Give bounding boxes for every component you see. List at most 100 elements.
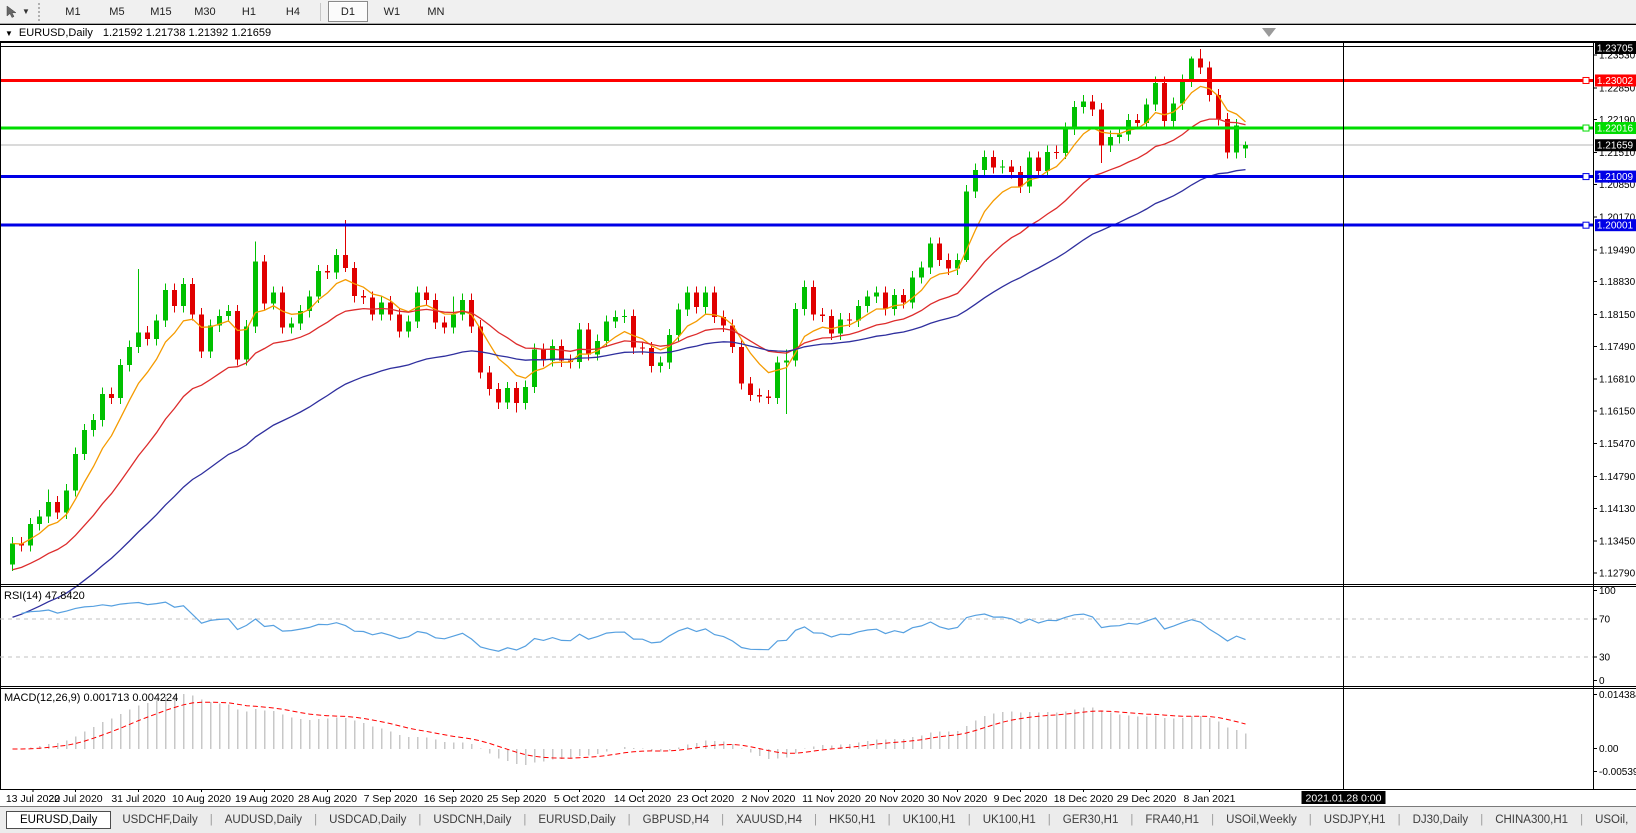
svg-text:25 Sep 2020: 25 Sep 2020	[487, 793, 547, 805]
chart-tab-audusd-daily[interactable]: AUDUSD,Daily	[224, 814, 303, 826]
chart-tab-xauusd-h4[interactable]: XAUUSD,H4	[736, 814, 802, 826]
crosshair-date-badge: 2021.01.28 0:00	[1306, 793, 1382, 805]
chart-tab-bar: EURUSD,Daily USDCHF,Daily | AUDUSD,Daily | US…	[0, 806, 1636, 833]
svg-text:7 Sep 2020: 7 Sep 2020	[364, 793, 418, 805]
ma-mid-line[interactable]	[12, 118, 1246, 571]
timeframe-button-h4[interactable]: H4	[285, 5, 300, 18]
svg-text:1.12790: 1.12790	[1599, 568, 1636, 579]
crosshair-cursor-icon	[6, 4, 17, 18]
tab-separator: |	[967, 814, 971, 826]
svg-text:2 Nov 2020: 2 Nov 2020	[742, 793, 796, 805]
cursor-tool-button[interactable]: ▼	[2, 2, 33, 22]
timeframe-button-m5[interactable]: M5	[109, 5, 125, 18]
chart-tab-usoil-[interactable]: USOil,	[1595, 814, 1629, 826]
svg-text:1.20850: 1.20850	[1599, 180, 1636, 191]
hline-handle[interactable]	[1582, 124, 1590, 132]
caret-down-icon[interactable]: ▼	[22, 7, 30, 16]
tab-separator: |	[1130, 814, 1134, 826]
svg-text:11 Nov 2020: 11 Nov 2020	[802, 793, 861, 805]
chart-tab-fra40-h1[interactable]: FRA40,H1	[1145, 814, 1200, 826]
svg-text:1.18830: 1.18830	[1599, 277, 1636, 288]
timeframe-buttons: M1 M5 M15 M30 H1 H4 D1 W1 MN	[51, 1, 458, 22]
chart-ohlc-values: 1.21592 1.21738 1.21392 1.21659	[102, 27, 272, 39]
svg-text:29 Dec 2020: 29 Dec 2020	[1117, 793, 1177, 805]
chart-tab-usdjpy-h1[interactable]: USDJPY,H1	[1323, 814, 1386, 826]
chart-window-header: ▼ EURUSD,Daily 1.21592 1.21738 1.21392 1…	[0, 24, 1636, 42]
tab-separator: |	[887, 814, 891, 826]
chart-shift-marker[interactable]	[1262, 28, 1276, 37]
svg-text:1.16150: 1.16150	[1599, 406, 1636, 417]
chart-tab-eurusd-daily[interactable]: EURUSD,Daily	[6, 811, 112, 829]
hline-handle[interactable]	[1582, 76, 1590, 84]
timeframe-button-h1[interactable]: H1	[241, 5, 256, 18]
tab-separator: |	[1480, 814, 1484, 826]
chart-tab-gbpusd-h4[interactable]: GBPUSD,H4	[642, 814, 710, 826]
toolbar-grip[interactable]	[37, 2, 44, 21]
svg-text:1.22190: 1.22190	[1599, 115, 1636, 126]
tab-separator: |	[721, 814, 725, 826]
svg-text:22 Jul 2020: 22 Jul 2020	[48, 793, 102, 805]
ma-fast-line[interactable]	[12, 85, 1246, 545]
rsi-label: RSI(14) 47.8420	[4, 590, 85, 602]
svg-text:1.17490: 1.17490	[1599, 342, 1636, 353]
chart-tabs: EURUSD,Daily USDCHF,Daily | AUDUSD,Daily | US…	[6, 811, 1636, 829]
tab-separator: |	[1397, 814, 1401, 826]
hline-handle[interactable]	[1582, 173, 1590, 181]
svg-text:1.13450: 1.13450	[1599, 537, 1636, 548]
timeframe-button-m15[interactable]: M15	[150, 5, 172, 18]
triangle-down-icon[interactable]: ▼	[5, 28, 13, 38]
svg-text:1.21659: 1.21659	[1597, 141, 1634, 152]
tab-separator: |	[314, 814, 318, 826]
chart-tab-uk100-h1[interactable]: UK100,H1	[902, 814, 956, 826]
svg-text:0.014384: 0.014384	[1599, 690, 1636, 701]
chart-tab-usdchf-daily[interactable]: USDCHF,Daily	[122, 814, 198, 826]
price-chart-canvas[interactable]: 1.23530 1.22850 1.22190 1.21510 1.20850 1.201…	[0, 42, 1636, 806]
svg-text:0: 0	[1599, 676, 1605, 687]
tab-separator: |	[209, 814, 213, 826]
svg-text:1.23002: 1.23002	[1597, 76, 1634, 87]
chart-tab-ger30-h1[interactable]: GER30,H1	[1062, 814, 1119, 826]
chart-tab-uk100-h1[interactable]: UK100,H1	[982, 814, 1036, 826]
svg-text:1.21009: 1.21009	[1597, 172, 1634, 183]
chart-tab-eurusd-daily[interactable]: EURUSD,Daily	[538, 814, 616, 826]
svg-text:1.22016: 1.22016	[1597, 124, 1634, 135]
svg-text:0.00: 0.00	[1599, 744, 1619, 755]
chart-tab-china300-h1[interactable]: CHINA300,H1	[1495, 814, 1569, 826]
timeframe-button-m1[interactable]: M1	[65, 5, 81, 18]
macd-label: MACD(12,26,9) 0.001713 0.004224	[4, 692, 178, 704]
rsi-pane: RSI(14) 47.8420 100 70 30 0	[0, 586, 1616, 687]
chart-tab-hk50-h1[interactable]: HK50,H1	[828, 814, 876, 826]
timeframe-button-mn[interactable]: MN	[427, 5, 445, 18]
macd-signal-line	[12, 701, 1246, 759]
ma-slow-line[interactable]	[12, 168, 1246, 618]
chart-tab-usdcad-daily[interactable]: USDCAD,Daily	[329, 814, 407, 826]
chart-tab-usdcnh-daily[interactable]: USDCNH,Daily	[433, 814, 512, 826]
chart-tab-dj30-daily[interactable]: DJ30,Daily	[1412, 814, 1469, 826]
timeframe-button-m30[interactable]: M30	[194, 5, 216, 18]
svg-text:14 Oct 2020: 14 Oct 2020	[614, 793, 671, 805]
tab-separator: |	[1047, 814, 1051, 826]
chart-tab-usoil-weekly[interactable]: USOil,Weekly	[1226, 814, 1297, 826]
svg-text:1.18150: 1.18150	[1599, 310, 1636, 321]
tab-separator: |	[1211, 814, 1215, 826]
svg-text:13 Jul 2020: 13 Jul 2020	[6, 793, 60, 805]
timeframe-button-d1[interactable]: D1	[327, 1, 368, 22]
svg-text:18 Dec 2020: 18 Dec 2020	[1054, 793, 1114, 805]
chart-symbol-title: EURUSD,Daily	[18, 27, 93, 39]
svg-text:5 Oct 2020: 5 Oct 2020	[554, 793, 606, 805]
hline-handle[interactable]	[1582, 221, 1590, 229]
toolbar-separator	[319, 2, 321, 21]
macd-pane: MACD(12,26,9) 0.001713 0.004224 0.014384 0…	[4, 690, 1636, 778]
svg-text:1.23705: 1.23705	[1597, 44, 1634, 55]
horizontal-line-objects[interactable]	[0, 46, 1593, 229]
timeframe-button-w1[interactable]: W1	[383, 5, 401, 18]
svg-text:-0.005398: -0.005398	[1599, 767, 1636, 778]
svg-text:9 Dec 2020: 9 Dec 2020	[994, 793, 1048, 805]
moving-averages	[12, 85, 1246, 618]
svg-text:1.21510: 1.21510	[1599, 148, 1636, 159]
svg-text:1.20170: 1.20170	[1599, 213, 1636, 224]
svg-text:8 Jan 2021: 8 Jan 2021	[1184, 793, 1236, 805]
pane-frames	[0, 42, 1636, 790]
svg-text:1.14130: 1.14130	[1599, 504, 1636, 515]
svg-text:1.20001: 1.20001	[1597, 221, 1634, 232]
